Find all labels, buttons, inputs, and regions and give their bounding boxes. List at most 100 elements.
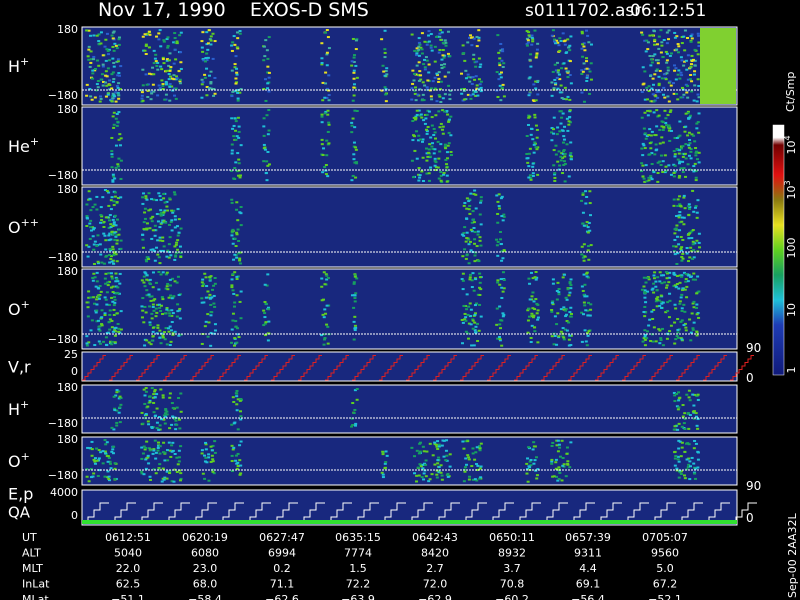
spectrum-cell xyxy=(694,477,698,480)
spectrum-cell xyxy=(157,467,161,470)
spectrum-cell xyxy=(469,273,473,276)
spectrum-cell xyxy=(168,312,172,315)
spectrum-cell xyxy=(177,231,181,234)
spectrum-cell xyxy=(109,286,113,289)
spectrum-cell xyxy=(434,137,438,140)
spectrum-cell xyxy=(696,427,700,430)
spectrum-cell xyxy=(151,229,155,232)
spectrum-cell xyxy=(533,459,537,462)
spectrum-cell xyxy=(473,329,477,332)
spectrum-cell xyxy=(645,337,649,340)
spectrum-cell xyxy=(676,73,680,76)
spectrum-cell xyxy=(179,392,183,395)
spectrum-cell xyxy=(234,454,238,457)
spectrum-cell xyxy=(115,84,119,87)
spectrum-cell xyxy=(582,313,586,316)
spectrum-cell xyxy=(552,128,556,131)
spectrum-cell xyxy=(677,399,681,402)
spectrum-cell xyxy=(550,309,554,312)
spectrum-cell xyxy=(497,51,501,54)
spectrum-cell xyxy=(468,204,472,207)
spectrum-cell xyxy=(237,240,241,243)
spectrum-cell xyxy=(107,456,111,459)
spectrum-cell xyxy=(677,152,681,155)
spectrum-cell xyxy=(497,62,501,65)
spectrum-cell xyxy=(263,301,267,304)
spectrum-cell xyxy=(536,146,540,149)
spectrum-cell xyxy=(233,237,237,240)
spectrum-cell xyxy=(473,478,477,481)
spectrum-cell xyxy=(424,117,428,120)
spectrum-cell xyxy=(266,306,270,309)
spectrum-cell xyxy=(175,470,179,473)
spectrum-cell xyxy=(117,157,121,160)
spectrum-cell xyxy=(582,259,586,262)
spectrum-cell xyxy=(92,272,96,275)
spectrum-cell xyxy=(99,78,103,81)
spectrum-cell xyxy=(673,153,677,156)
spectrum-cell xyxy=(532,441,536,444)
spectrum-cell xyxy=(143,217,147,220)
spectrum-cell xyxy=(658,90,662,93)
spectrum-cell xyxy=(660,302,664,305)
spectrum-cell xyxy=(416,466,420,469)
spectrum-cell xyxy=(112,223,116,226)
spectrum-cell xyxy=(657,84,661,87)
spectrum-cell xyxy=(697,41,701,44)
spectrum-cell xyxy=(479,315,483,318)
spectrum-cell xyxy=(687,207,691,210)
spectrum-cell xyxy=(470,286,474,289)
spectrum-cell xyxy=(501,315,505,318)
spectrum-cell xyxy=(112,308,116,311)
spectrum-cell xyxy=(143,448,147,451)
spectrum-cell xyxy=(682,422,686,425)
spectrum-cell xyxy=(165,200,169,203)
spectrum-cell xyxy=(685,296,689,299)
spectrum-cell xyxy=(89,95,93,98)
spectrum-cell xyxy=(107,59,111,62)
spectrum-cell xyxy=(157,271,161,274)
spectrum-cell xyxy=(562,150,566,153)
spectrum-cell xyxy=(152,49,156,52)
spectrum-cell xyxy=(168,84,172,87)
spectrum-cell xyxy=(152,90,156,93)
spectrum-cell xyxy=(470,221,474,224)
spectrum-cell xyxy=(467,208,471,211)
spectrum-cell xyxy=(561,32,565,35)
spectrum-cell xyxy=(234,392,238,395)
ephemeris-label: MLat xyxy=(22,593,49,600)
spectrum-cell xyxy=(467,458,471,461)
spectrum-cell xyxy=(113,238,117,241)
spectrum-cell xyxy=(143,285,147,288)
spectrum-cell xyxy=(681,257,685,260)
label-text: O xyxy=(8,218,21,237)
spectrum-cell xyxy=(669,109,673,112)
spectrum-cell xyxy=(85,475,89,478)
spectrum-cell xyxy=(673,238,677,241)
spectrum-cell xyxy=(533,308,537,311)
spectrum-cell xyxy=(149,90,153,93)
spectrum-cell xyxy=(422,463,426,466)
spectrum-cell xyxy=(498,231,502,234)
spectrum-cell xyxy=(501,48,505,51)
spectrum-cell xyxy=(427,63,431,66)
spectrum-cell xyxy=(441,97,445,100)
spectrum-cell xyxy=(163,451,167,454)
spectrum-cell xyxy=(422,450,426,453)
spectrum-cell xyxy=(500,296,504,299)
spectrum-cell xyxy=(672,245,676,248)
spectrum-cell xyxy=(476,468,480,471)
spectrum-cell xyxy=(673,450,677,453)
spectrum-cell xyxy=(111,173,115,176)
spectrum-cell xyxy=(555,76,559,79)
spectrum-cell xyxy=(152,393,156,396)
spectrum-cell xyxy=(235,46,239,49)
spectrum-cell xyxy=(676,198,680,201)
spectrum-cell xyxy=(85,342,89,345)
spectrum-cell xyxy=(646,48,650,51)
spectrum-cell xyxy=(687,146,691,149)
spectrum-cell xyxy=(168,449,172,452)
spectrum-cell xyxy=(153,298,157,301)
spectrum-cell xyxy=(111,179,115,182)
spectrum-cell xyxy=(111,291,115,294)
